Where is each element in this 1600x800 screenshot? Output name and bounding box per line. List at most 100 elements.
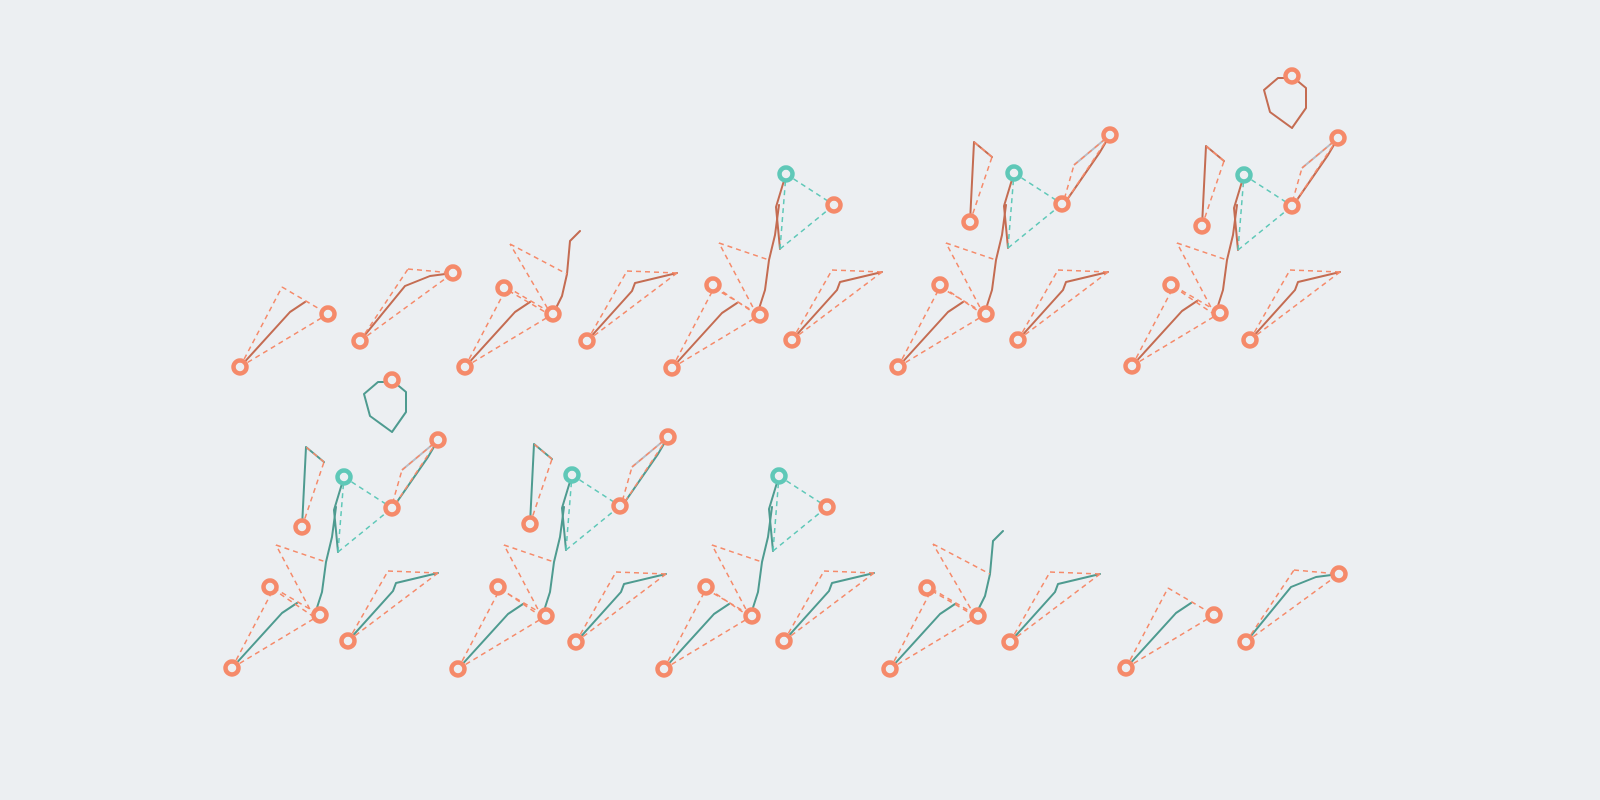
rear-leg-link-3 <box>663 615 753 670</box>
front-leg-joint-1 <box>775 632 793 650</box>
back-arm-joint-1 <box>293 518 311 536</box>
rear-leg-bone <box>671 302 738 369</box>
torso-bone <box>313 506 337 618</box>
back-arm-link-1 <box>969 156 993 223</box>
spine-link-1 <box>1007 172 1015 249</box>
head-bone <box>1263 77 1307 129</box>
torso-base-link-3 <box>509 243 568 275</box>
front-shin-link-1 <box>359 268 409 342</box>
front-leg-joint-1 <box>783 331 801 349</box>
frame-8-joints <box>449 428 677 678</box>
frame-1-bones <box>239 301 306 368</box>
spine-link-2 <box>343 476 393 509</box>
frame-10 <box>881 530 1101 678</box>
rear-leg-joint-1 <box>881 660 899 678</box>
spine-joint-2 <box>383 499 401 517</box>
spine-joint-1 <box>335 468 353 486</box>
rear-leg-link-1 <box>457 588 501 670</box>
frame-4-joints <box>663 165 843 377</box>
front-leg-bone <box>783 572 875 642</box>
spine-link-1 <box>337 476 345 553</box>
front-leg-joint-1 <box>339 632 357 650</box>
front-leg-link-2 <box>575 571 617 643</box>
frame-12-joints <box>1237 565 1348 651</box>
front-arm-link-1 <box>389 439 439 513</box>
spine-joint-2 <box>1053 195 1071 213</box>
frame-5 <box>889 126 1119 376</box>
bottom-row-frames <box>223 371 1348 678</box>
front-arm-link-2 <box>1289 167 1303 211</box>
front-leg-link-3 <box>387 570 439 574</box>
spine-link-3 <box>1237 205 1293 251</box>
rear-leg-joint-2 <box>544 305 562 323</box>
front-leg-link-3 <box>615 571 667 575</box>
spine-link-1 <box>1237 174 1245 251</box>
front-arm-link-2 <box>619 466 633 510</box>
front-arm-joint-1 <box>429 431 447 449</box>
spine-joint-1 <box>1235 166 1253 184</box>
torso-bone <box>749 506 773 618</box>
rear-leg-joint-2 <box>743 607 761 625</box>
spine-bone <box>775 173 787 250</box>
frame-7-joints <box>223 371 447 677</box>
frame-11 <box>1117 587 1223 677</box>
frame-4-bones <box>671 173 883 369</box>
front-arm-link-1 <box>1289 137 1339 211</box>
back-arm-link-1 <box>301 461 325 528</box>
spine-link-2 <box>1243 174 1293 207</box>
torso-base-link-3 <box>932 543 991 575</box>
head-joint-1 <box>1283 67 1301 85</box>
front-leg-link-3 <box>1289 269 1341 273</box>
spine-link-3 <box>772 506 828 552</box>
spine-link-2 <box>778 475 828 508</box>
rear-leg-link-3 <box>1125 614 1215 669</box>
rear-leg-bone <box>1131 300 1198 367</box>
rear-leg-bone <box>457 603 524 670</box>
frame-2-links <box>359 268 454 342</box>
front-shin-joint-2 <box>444 264 462 282</box>
front-arm-joint-1 <box>1329 129 1347 147</box>
spine-joint-1 <box>777 165 795 183</box>
front-shin-joint-2 <box>1330 565 1348 583</box>
front-leg-link-2 <box>791 269 833 341</box>
rear-leg-link-3 <box>1131 312 1221 367</box>
front-leg-link-3 <box>823 570 875 574</box>
rear-leg-joint-2 <box>319 305 337 323</box>
front-leg-bone <box>1017 271 1109 341</box>
torso-link-2 <box>275 544 315 618</box>
front-leg-joint-1 <box>1001 633 1019 651</box>
torso-link-2 <box>718 242 758 316</box>
spine-joint-2 <box>1283 197 1301 215</box>
spine-joint-1 <box>770 467 788 485</box>
frame-6-joints <box>1123 67 1347 375</box>
front-leg-link-1 <box>347 572 439 642</box>
spine-link-2 <box>571 474 621 507</box>
back-arm-bone <box>1201 145 1225 227</box>
front-leg-link-1 <box>783 572 875 642</box>
frame-3 <box>456 230 678 376</box>
front-leg-link-3 <box>831 269 883 273</box>
rear-leg-link-1 <box>239 286 283 368</box>
frame-6 <box>1123 67 1347 375</box>
frame-1 <box>231 286 337 376</box>
frame-12-bones <box>1245 573 1340 643</box>
front-leg-bone <box>1009 573 1101 643</box>
back-arm-link-2 <box>973 141 993 158</box>
front-shin-joint-1 <box>1237 633 1255 651</box>
frame-12-links <box>1245 569 1340 643</box>
frame-7 <box>223 371 447 677</box>
frame-11-links <box>1125 587 1215 669</box>
head-joint-1 <box>383 371 401 389</box>
spine-bone <box>768 475 780 552</box>
torso-link-2 <box>945 242 985 316</box>
front-leg-link-3 <box>626 270 678 274</box>
front-arm-link-2 <box>389 469 403 513</box>
front-arm-link-2 <box>1061 164 1075 208</box>
front-leg-link-3 <box>1049 571 1101 575</box>
front-arm-link-1 <box>1061 134 1111 208</box>
frame-10-joints <box>881 579 1019 678</box>
rear-leg-joint-2 <box>751 306 769 324</box>
torso-base-link-2 <box>932 543 976 617</box>
torso-base-link-2 <box>509 243 553 317</box>
